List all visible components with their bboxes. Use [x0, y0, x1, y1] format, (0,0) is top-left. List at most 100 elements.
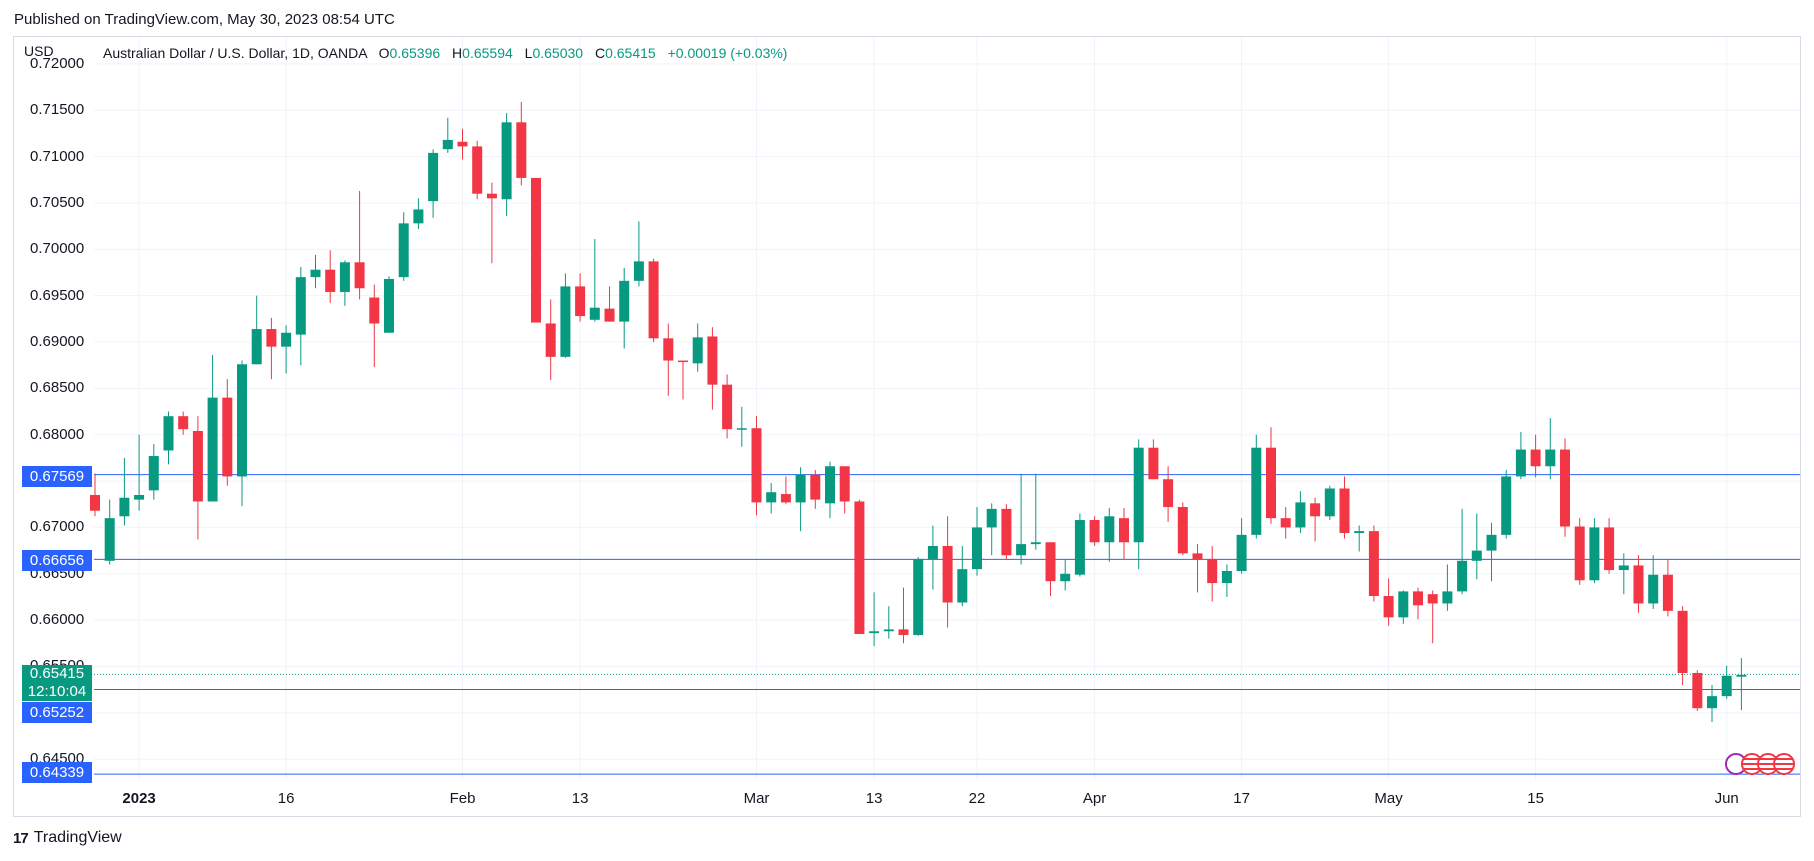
candle[interactable] — [486, 182, 497, 264]
candle[interactable] — [1133, 439, 1144, 570]
candle[interactable] — [927, 525, 938, 590]
candle[interactable] — [1207, 545, 1218, 602]
candle[interactable] — [1589, 518, 1600, 584]
candle[interactable] — [237, 360, 247, 507]
candle[interactable] — [1295, 491, 1306, 533]
candle[interactable] — [898, 587, 909, 644]
candle[interactable] — [1486, 522, 1497, 582]
candle[interactable] — [560, 273, 571, 358]
candle[interactable] — [722, 374, 733, 439]
candle[interactable] — [986, 503, 997, 556]
candle[interactable] — [736, 406, 747, 447]
candle[interactable] — [413, 198, 424, 229]
candle[interactable] — [1177, 502, 1188, 556]
candle[interactable] — [1383, 578, 1394, 626]
candle[interactable] — [604, 286, 615, 322]
economic-events[interactable] — [1725, 753, 1795, 775]
candle[interactable] — [1677, 606, 1688, 686]
candle[interactable] — [1368, 525, 1379, 602]
candle[interactable] — [1060, 559, 1071, 591]
candle[interactable] — [1413, 587, 1423, 620]
candle[interactable] — [1119, 507, 1129, 560]
candle[interactable] — [104, 499, 115, 565]
candle[interactable] — [1089, 516, 1100, 546]
candle[interactable] — [1310, 497, 1321, 542]
level-tag-2[interactable]: 0.66656 — [22, 550, 92, 571]
candle[interactable] — [325, 250, 336, 304]
candle[interactable] — [1515, 431, 1526, 480]
candle[interactable] — [207, 354, 218, 502]
candle[interactable] — [134, 434, 145, 511]
candle[interactable] — [619, 267, 630, 349]
candle[interactable] — [1016, 473, 1027, 565]
candle[interactable] — [1721, 665, 1732, 699]
candle[interactable] — [1560, 438, 1570, 537]
candle[interactable] — [1427, 590, 1438, 644]
candle[interactable] — [1633, 555, 1644, 613]
candle[interactable] — [295, 266, 306, 366]
candle[interactable] — [780, 476, 791, 505]
candle[interactable] — [1662, 559, 1673, 617]
level-tag-1[interactable]: 0.67569 — [22, 466, 92, 487]
candle[interactable] — [1074, 513, 1085, 577]
candle[interactable] — [545, 299, 556, 381]
candle[interactable] — [1604, 518, 1615, 574]
candle[interactable] — [339, 260, 350, 306]
candle[interactable] — [310, 254, 321, 289]
candle[interactable] — [589, 239, 600, 322]
tradingview-logo[interactable]: 17 TradingView — [13, 829, 122, 847]
candle[interactable] — [575, 273, 586, 322]
candle[interactable] — [1030, 473, 1041, 550]
candle[interactable] — [839, 466, 850, 514]
candle[interactable] — [398, 212, 409, 281]
candle[interactable] — [1104, 507, 1115, 562]
us-flag-icon[interactable] — [1773, 753, 1795, 775]
candle[interactable] — [1251, 434, 1262, 539]
candle[interactable] — [942, 516, 953, 628]
candle[interactable] — [1398, 590, 1409, 624]
candle[interactable] — [531, 177, 541, 323]
candle[interactable] — [119, 457, 130, 526]
candle[interactable] — [281, 325, 292, 374]
candle[interactable] — [1457, 508, 1468, 595]
candle[interactable] — [251, 295, 262, 365]
candle[interactable] — [678, 360, 688, 400]
candle[interactable] — [266, 317, 277, 380]
level-tag-3[interactable]: 0.65252 — [22, 702, 92, 723]
candle[interactable] — [1707, 685, 1717, 723]
candle[interactable] — [163, 411, 174, 465]
candle[interactable] — [1236, 518, 1247, 574]
candle[interactable] — [442, 117, 453, 153]
candle[interactable] — [369, 284, 380, 368]
candle[interactable] — [1442, 564, 1453, 611]
candle[interactable] — [1280, 507, 1291, 539]
candle[interactable] — [1001, 504, 1012, 560]
candle[interactable] — [1471, 513, 1482, 580]
candle[interactable] — [222, 379, 233, 486]
candle[interactable] — [825, 461, 835, 519]
candle[interactable] — [516, 101, 527, 186]
candle[interactable] — [1692, 670, 1703, 711]
candle[interactable] — [1339, 476, 1350, 539]
chart-frame[interactable] — [13, 36, 1801, 817]
candle[interactable] — [90, 473, 100, 517]
candle[interactable] — [913, 557, 924, 636]
candle[interactable] — [1501, 469, 1512, 539]
candle[interactable] — [472, 140, 483, 200]
candle[interactable] — [1221, 564, 1232, 597]
candle[interactable] — [148, 443, 159, 500]
candle[interactable] — [810, 469, 821, 509]
candle[interactable] — [972, 507, 982, 576]
candle[interactable] — [1648, 555, 1659, 610]
candle[interactable] — [957, 545, 968, 607]
candle[interactable] — [192, 416, 203, 540]
candle[interactable] — [633, 221, 644, 287]
candle[interactable] — [1530, 434, 1541, 478]
candle[interactable] — [795, 467, 806, 532]
candle[interactable] — [648, 258, 659, 343]
candle[interactable] — [1545, 418, 1556, 480]
candle[interactable] — [1574, 518, 1585, 585]
candle[interactable] — [1045, 542, 1056, 597]
candle[interactable] — [883, 606, 894, 639]
